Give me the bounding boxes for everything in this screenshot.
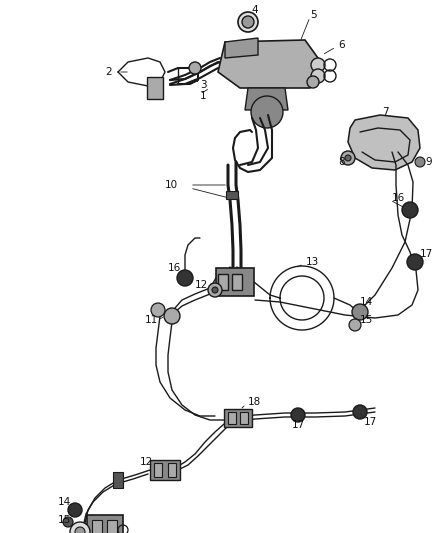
FancyBboxPatch shape bbox=[168, 463, 176, 477]
Text: 14: 14 bbox=[58, 497, 71, 507]
FancyBboxPatch shape bbox=[232, 274, 242, 290]
Circle shape bbox=[341, 151, 355, 165]
Text: 4: 4 bbox=[252, 5, 258, 15]
Circle shape bbox=[307, 76, 319, 88]
FancyBboxPatch shape bbox=[216, 268, 254, 296]
FancyBboxPatch shape bbox=[228, 412, 236, 424]
Circle shape bbox=[238, 12, 258, 32]
Polygon shape bbox=[245, 88, 288, 110]
Polygon shape bbox=[348, 115, 420, 170]
Text: 17: 17 bbox=[291, 420, 304, 430]
Text: 12: 12 bbox=[195, 280, 208, 290]
Circle shape bbox=[311, 69, 325, 83]
FancyBboxPatch shape bbox=[218, 274, 228, 290]
Text: 7: 7 bbox=[382, 107, 389, 117]
Circle shape bbox=[189, 62, 201, 74]
Circle shape bbox=[407, 254, 423, 270]
Text: 3: 3 bbox=[200, 80, 207, 90]
Circle shape bbox=[251, 96, 283, 128]
Circle shape bbox=[212, 287, 218, 293]
FancyBboxPatch shape bbox=[224, 409, 252, 427]
Text: 10: 10 bbox=[165, 180, 178, 190]
Text: 17: 17 bbox=[420, 249, 433, 259]
Circle shape bbox=[68, 503, 82, 517]
Circle shape bbox=[402, 202, 418, 218]
Circle shape bbox=[349, 319, 361, 331]
Text: 1: 1 bbox=[200, 91, 207, 101]
FancyBboxPatch shape bbox=[150, 460, 180, 480]
Text: 16: 16 bbox=[168, 263, 181, 273]
FancyBboxPatch shape bbox=[107, 520, 117, 533]
Text: 8: 8 bbox=[338, 157, 345, 167]
FancyBboxPatch shape bbox=[113, 472, 123, 488]
Text: 15: 15 bbox=[360, 315, 373, 325]
FancyBboxPatch shape bbox=[147, 77, 163, 99]
Circle shape bbox=[291, 408, 305, 422]
Circle shape bbox=[177, 270, 193, 286]
Text: 15: 15 bbox=[58, 515, 71, 525]
Circle shape bbox=[151, 303, 165, 317]
FancyBboxPatch shape bbox=[92, 520, 102, 533]
Text: 13: 13 bbox=[306, 257, 319, 267]
Polygon shape bbox=[218, 40, 318, 88]
FancyBboxPatch shape bbox=[154, 463, 162, 477]
Polygon shape bbox=[225, 38, 258, 58]
Circle shape bbox=[70, 522, 90, 533]
Circle shape bbox=[242, 16, 254, 28]
Text: 5: 5 bbox=[310, 10, 317, 20]
Circle shape bbox=[75, 527, 85, 533]
Text: 18: 18 bbox=[248, 397, 261, 407]
FancyBboxPatch shape bbox=[87, 515, 123, 533]
Circle shape bbox=[208, 283, 222, 297]
Text: 2: 2 bbox=[105, 67, 112, 77]
Circle shape bbox=[352, 304, 368, 320]
FancyBboxPatch shape bbox=[226, 191, 238, 199]
Text: 14: 14 bbox=[360, 297, 373, 307]
Circle shape bbox=[353, 405, 367, 419]
Circle shape bbox=[164, 308, 180, 324]
Circle shape bbox=[415, 157, 425, 167]
Text: 11: 11 bbox=[145, 315, 158, 325]
Text: 16: 16 bbox=[392, 193, 405, 203]
Circle shape bbox=[63, 517, 73, 527]
Text: 9: 9 bbox=[425, 157, 431, 167]
Text: 17: 17 bbox=[364, 417, 377, 427]
Text: 6: 6 bbox=[338, 40, 345, 50]
Text: 12: 12 bbox=[140, 457, 153, 467]
FancyBboxPatch shape bbox=[240, 412, 248, 424]
Circle shape bbox=[345, 155, 351, 161]
Circle shape bbox=[311, 58, 325, 72]
